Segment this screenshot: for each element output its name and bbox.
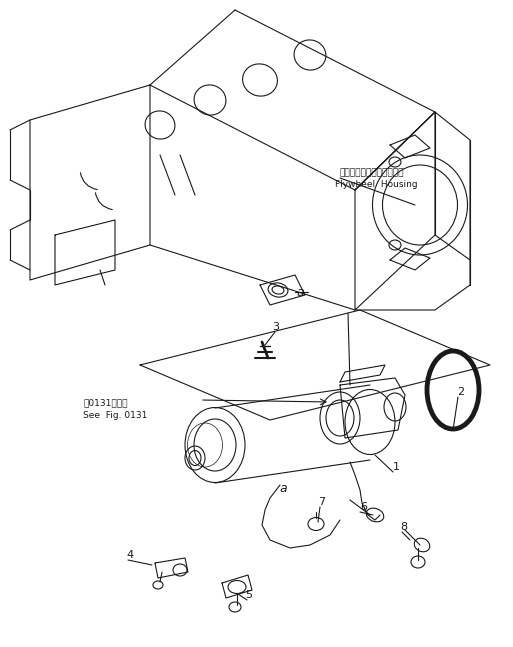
Text: 1: 1 <box>393 462 400 472</box>
Text: 7: 7 <box>318 497 325 507</box>
Text: 2: 2 <box>457 387 464 397</box>
Text: a: a <box>296 286 304 299</box>
Text: See  Fig. 0131: See Fig. 0131 <box>83 411 147 420</box>
Text: 4: 4 <box>126 550 133 560</box>
Text: 第0131図参照: 第0131図参照 <box>83 398 128 407</box>
Text: a: a <box>279 482 287 495</box>
Text: Flywheel  Housing: Flywheel Housing <box>335 180 418 189</box>
Text: 8: 8 <box>400 522 407 532</box>
Text: フライホイールハウジング: フライホイールハウジング <box>340 168 404 177</box>
Text: 5: 5 <box>245 590 252 600</box>
Text: 6: 6 <box>360 502 367 512</box>
Text: 3: 3 <box>272 322 279 332</box>
